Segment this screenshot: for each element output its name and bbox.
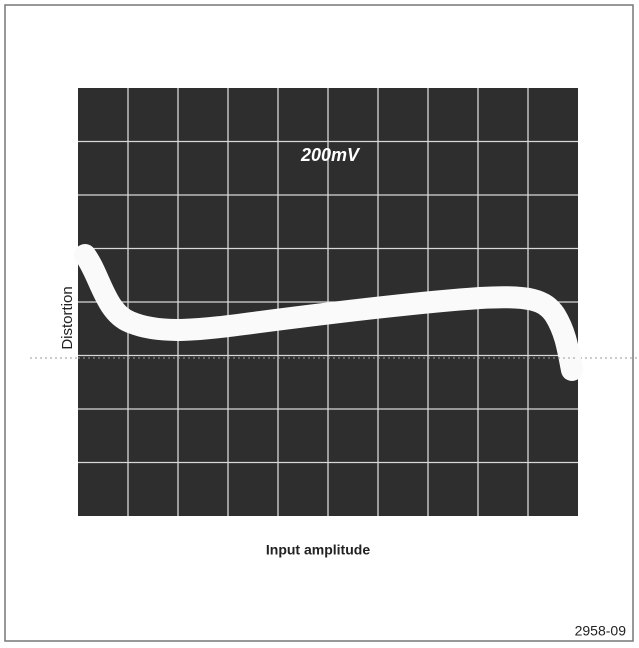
x-label: Input amplitude: [266, 542, 370, 558]
y-label: Distortion: [59, 286, 76, 349]
figure-canvas: 200mV Distortion Input amplitude 2958-09: [0, 0, 639, 648]
figure-number: 2958-09: [575, 623, 627, 639]
screen-label: 200mV: [300, 145, 361, 165]
figure: 200mV Distortion Input amplitude 2958-09: [0, 0, 639, 648]
